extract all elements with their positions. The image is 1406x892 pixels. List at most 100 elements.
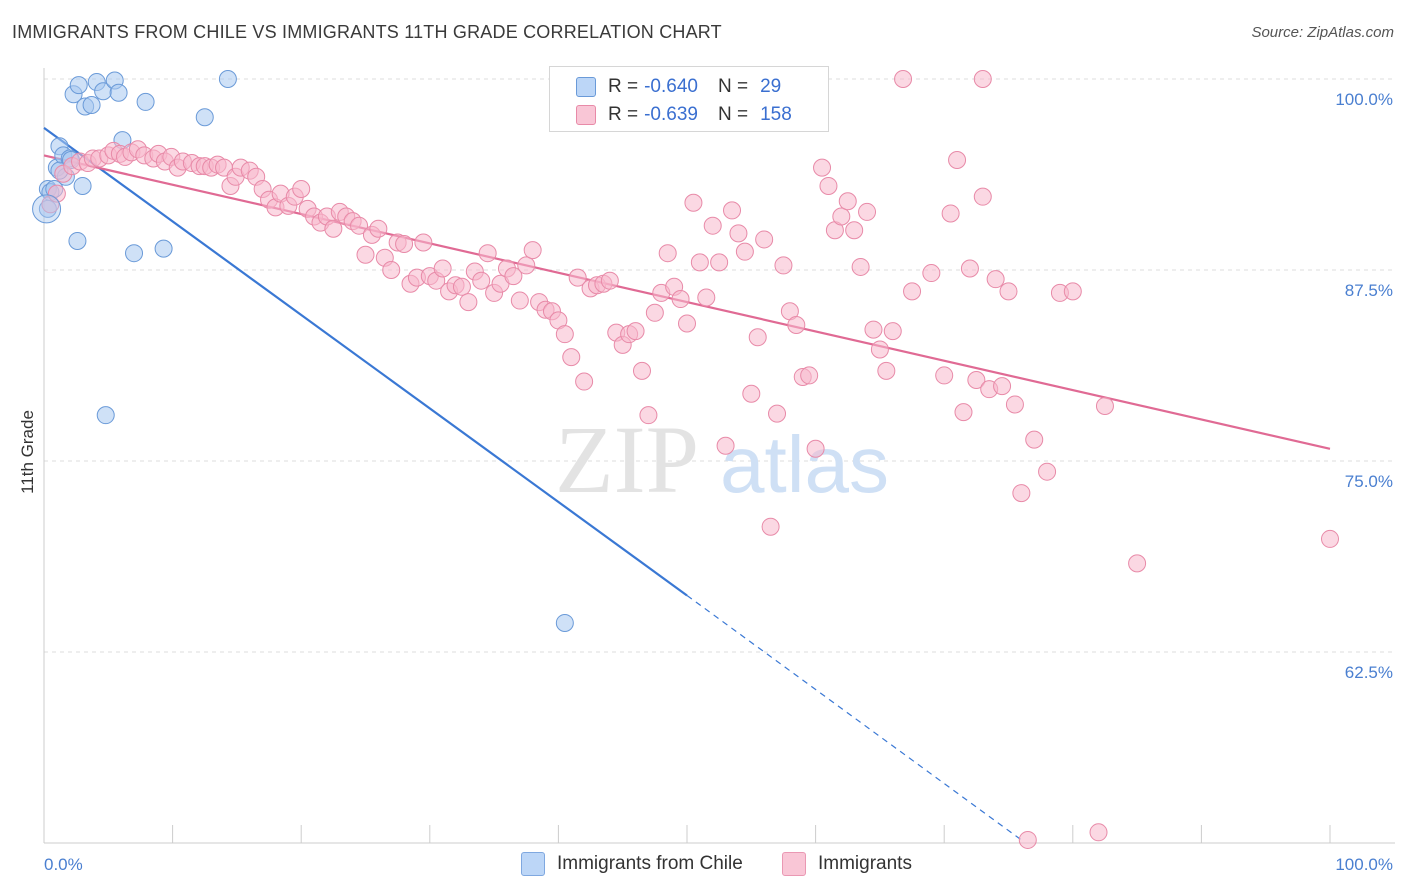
legend-n-value: 29: [760, 76, 782, 97]
immigrants-point: [819, 176, 838, 195]
immigrants-point: [999, 282, 1018, 301]
immigrants-point: [47, 184, 66, 203]
immigrants-point: [324, 219, 343, 238]
legend-swatch-immigrants: [576, 105, 596, 125]
immigrants-point: [517, 256, 536, 275]
tick-labels: 100.0% 87.5% 75.0% 62.5% 0.0% 100.0%: [44, 90, 1393, 874]
immigrants-point: [1038, 462, 1057, 481]
legend-r-label: R =: [608, 104, 639, 125]
chile-point: [218, 70, 237, 88]
watermark: ZIP atlas: [555, 406, 889, 513]
immigrants-point: [813, 158, 832, 177]
chile-point: [136, 92, 155, 111]
immigrants-point: [1095, 396, 1114, 415]
immigrants-point: [735, 242, 754, 261]
series-swatch-chile: [521, 852, 545, 876]
immigrants-point: [973, 70, 992, 88]
immigrants-point: [703, 216, 722, 235]
x-tick-label: 100.0%: [1335, 855, 1393, 874]
immigrants-point: [504, 267, 523, 286]
immigrants-point: [922, 264, 941, 283]
immigrants-point: [632, 361, 651, 380]
immigrants-point: [774, 256, 793, 275]
immigrants-point: [1005, 395, 1024, 414]
immigrants-point: [1063, 282, 1082, 301]
chile-point: [555, 613, 574, 632]
immigrants-point: [645, 303, 664, 322]
immigrants-point: [986, 270, 1005, 289]
immigrants-point: [472, 271, 491, 290]
immigrants-point: [851, 257, 870, 276]
immigrants-point: [414, 233, 433, 252]
x-tick-label: 0.0%: [44, 855, 83, 874]
chile-point: [32, 194, 62, 224]
series-legend: Immigrants from Chile Immigrants: [0, 852, 1406, 878]
immigrants-point: [967, 371, 986, 390]
immigrants-point: [671, 290, 690, 309]
chile-point: [69, 76, 88, 95]
y-axis-label: 11th Grade: [18, 410, 37, 494]
series-legend-immigrants[interactable]: Immigrants: [782, 852, 912, 876]
immigrants-point: [710, 253, 729, 272]
y-tick-label: 62.5%: [1345, 663, 1393, 682]
immigrants-point: [1018, 830, 1037, 849]
y-tick-label: 100.0%: [1335, 90, 1393, 109]
series-legend-chile[interactable]: Immigrants from Chile: [521, 852, 743, 876]
legend-row-chile: R = -0.640 N = 29: [550, 73, 781, 101]
immigrants-point: [350, 216, 369, 235]
immigrants-point: [973, 187, 992, 206]
immigrants-point: [382, 261, 401, 279]
immigrants-point: [832, 207, 851, 226]
chile-point: [73, 176, 92, 195]
immigrants-point: [941, 204, 960, 223]
chile-trend-extension: [686, 594, 1022, 841]
immigrants-point: [626, 322, 645, 341]
immigrants-point: [723, 201, 742, 220]
immigrants-point: [697, 288, 716, 307]
immigrants-point: [845, 221, 864, 240]
immigrants-point: [690, 253, 709, 272]
chile-point: [96, 406, 115, 425]
series-swatch-immigrants: [782, 852, 806, 876]
series-label-immigrants: Immigrants: [818, 853, 912, 874]
legend-r-value: -0.639: [644, 104, 698, 125]
immigrants-point: [729, 224, 748, 243]
immigrants-point: [292, 180, 311, 199]
immigrants-point: [478, 244, 497, 263]
immigrants-point: [787, 316, 806, 335]
legend-n-label: N =: [717, 104, 749, 125]
immigrants-point: [894, 70, 913, 88]
immigrants-point: [755, 230, 774, 249]
immigrants-point: [555, 325, 574, 344]
legend-swatch-chile: [576, 77, 596, 97]
y-tick-label: 87.5%: [1345, 281, 1393, 300]
legend-n-value: 158: [760, 104, 792, 125]
immigrants-point: [356, 245, 375, 264]
immigrants-point: [903, 282, 922, 301]
series-label-chile: Immigrants from Chile: [557, 853, 743, 874]
immigrants-point: [858, 202, 877, 221]
immigrants-point: [948, 150, 967, 169]
immigrants-point: [954, 403, 973, 422]
immigrants-point: [452, 277, 471, 296]
immigrants-point: [742, 384, 761, 403]
immigrants-point: [459, 293, 478, 312]
immigrants-point: [993, 377, 1012, 396]
stats-legend: R = -0.640 N = 29 R = -0.639 N = 158: [549, 66, 829, 132]
immigrants-point: [1089, 823, 1108, 842]
watermark-atlas: atlas: [720, 420, 889, 509]
immigrants-point: [748, 328, 767, 347]
immigrants-point: [395, 235, 414, 254]
immigrants-point: [600, 271, 619, 290]
immigrants-point: [761, 517, 780, 536]
immigrants-point: [1025, 430, 1044, 449]
legend-n-label: N =: [717, 76, 749, 97]
chile-trend-line: [43, 127, 688, 597]
immigrants-point: [510, 291, 529, 310]
immigrants-point: [838, 192, 857, 211]
immigrants-point: [768, 404, 787, 423]
chile-point: [125, 244, 144, 263]
immigrants-point: [716, 436, 735, 455]
chile-point: [109, 83, 128, 102]
